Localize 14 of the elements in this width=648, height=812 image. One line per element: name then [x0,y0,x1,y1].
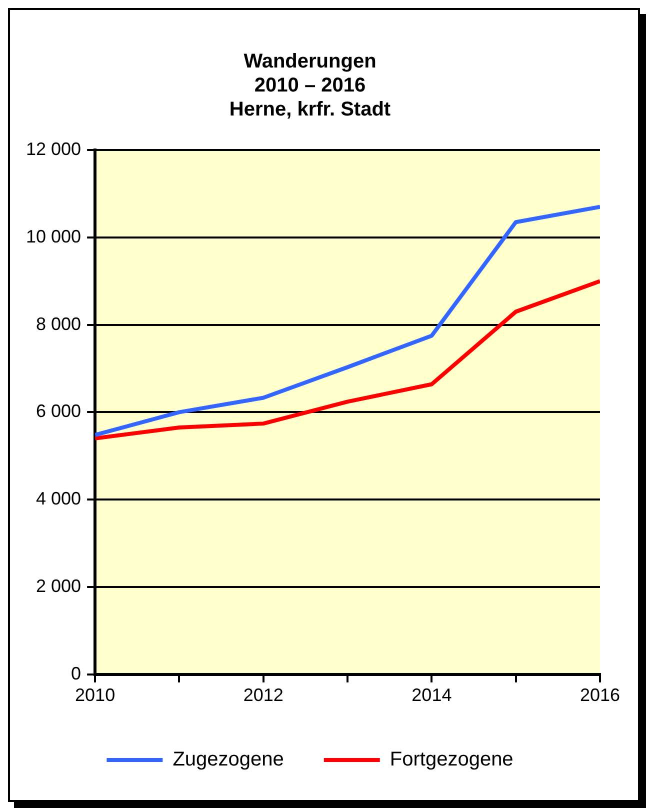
x-tick-label: 2016 [580,685,620,706]
chart-title: Wanderungen 2010 – 2016 Herne, krfr. Stadt [229,50,391,121]
y-tick-label: 4 000 [36,488,82,509]
legend-label: Zugezogene [172,748,284,771]
y-tick-label: 2 000 [36,576,82,596]
x-tick-label: 2010 [75,685,116,706]
legend-label: Fortgezogene [390,748,514,771]
x-tick-label: 2014 [412,685,452,706]
y-tick-label: 8 000 [36,314,82,334]
y-tick-label: 0 [71,663,82,684]
y-tick-label: 10 000 [26,226,82,246]
y-tick-label: 12 000 [26,138,82,159]
y-tick-label: 6 000 [36,401,82,422]
x-tick-label: 2012 [243,685,284,706]
